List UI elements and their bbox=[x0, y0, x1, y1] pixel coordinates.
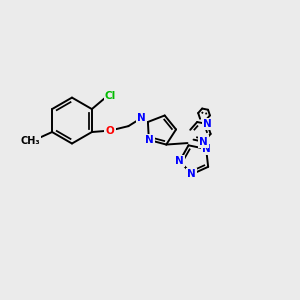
Text: CH₃: CH₃ bbox=[21, 136, 40, 146]
Text: N: N bbox=[202, 144, 211, 154]
Text: N: N bbox=[200, 137, 208, 147]
Text: N: N bbox=[145, 135, 153, 145]
Text: N: N bbox=[175, 156, 184, 166]
Text: Cl: Cl bbox=[105, 91, 116, 100]
Text: N: N bbox=[203, 119, 212, 129]
Text: N: N bbox=[137, 113, 146, 123]
Text: N: N bbox=[188, 169, 196, 179]
Text: O: O bbox=[106, 126, 115, 136]
